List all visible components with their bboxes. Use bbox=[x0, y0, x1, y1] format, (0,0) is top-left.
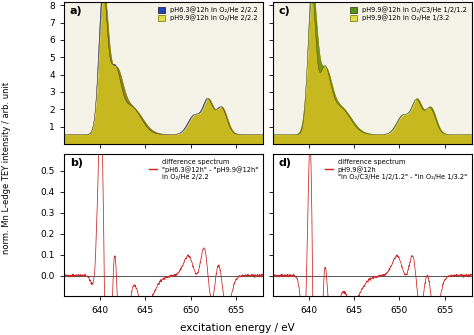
Text: excitation energy / eV: excitation energy / eV bbox=[180, 323, 294, 333]
Legend: pH6.3@12h in O₂/He 2/2.2, pH9.9@12h in O₂/He 2/2.2: pH6.3@12h in O₂/He 2/2.2, pH9.9@12h in O… bbox=[157, 5, 259, 22]
Text: b): b) bbox=[70, 158, 83, 168]
Legend: pH9.9@12h in O₂/C3/He 1/2/1.2, pH9.9@12h in O₂/He 1/3.2: pH9.9@12h in O₂/C3/He 1/2/1.2, pH9.9@12h… bbox=[349, 5, 468, 22]
Text: a): a) bbox=[70, 6, 82, 16]
Legend: difference spectrum
pH9.9@12h
"in O₂/C3/He 1/2/1.2" - "in O₂/He 1/3.2": difference spectrum pH9.9@12h "in O₂/C3/… bbox=[323, 157, 468, 181]
Text: d): d) bbox=[279, 158, 292, 168]
Text: norm. Mn L-edge TEY intensity / arb. unit: norm. Mn L-edge TEY intensity / arb. uni… bbox=[2, 81, 11, 254]
Text: c): c) bbox=[279, 6, 291, 16]
Legend: difference spectrum
"pH6.3@12h" - "pH9.9@12h"
in O₂/He 2/2.2: difference spectrum "pH6.3@12h" - "pH9.9… bbox=[147, 157, 259, 181]
